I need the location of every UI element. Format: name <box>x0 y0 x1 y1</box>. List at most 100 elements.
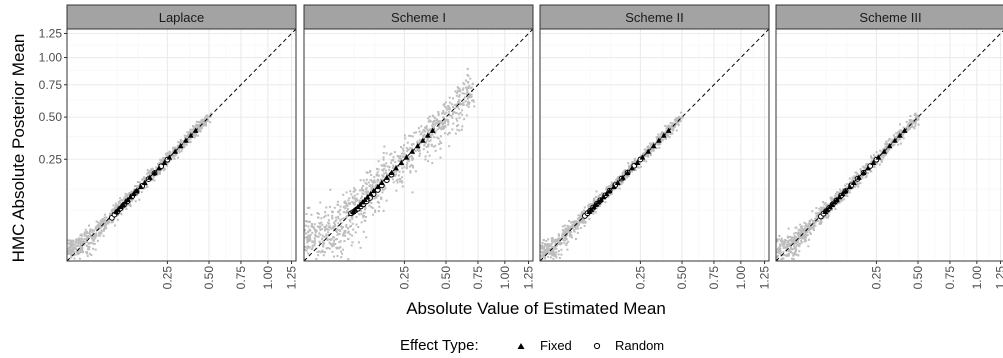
cloud-point <box>96 224 99 227</box>
fixed-effect-point <box>850 179 857 185</box>
cloud-point <box>78 247 81 250</box>
cloud-point <box>310 248 313 251</box>
cloud-point <box>567 231 570 234</box>
cloud-point <box>851 176 854 179</box>
cloud-point <box>440 142 443 145</box>
cloud-point <box>804 236 807 239</box>
cloud-point <box>541 244 544 247</box>
cloud-point <box>616 177 619 180</box>
cloud-point <box>79 248 82 251</box>
cloud-point <box>427 144 430 147</box>
cloud-point <box>428 140 431 143</box>
cloud-point <box>442 109 445 112</box>
cloud-point <box>798 250 801 253</box>
cloud-point <box>463 96 466 99</box>
cloud-point <box>79 243 82 246</box>
cloud-point <box>100 230 103 233</box>
cloud-point <box>385 162 388 165</box>
cloud-point <box>640 154 643 157</box>
cloud-point <box>93 233 96 236</box>
cloud-point <box>541 256 544 259</box>
cloud-point <box>658 146 661 149</box>
cloud-point <box>402 170 405 173</box>
cloud-point <box>380 197 383 200</box>
cloud-point <box>100 229 103 232</box>
cloud-point <box>579 227 582 230</box>
cloud-point <box>80 234 83 237</box>
cloud-point <box>436 136 439 139</box>
fixed-effect-point <box>886 143 893 149</box>
cloud-point <box>562 231 565 234</box>
cloud-point <box>430 129 433 132</box>
cloud-point <box>398 180 401 183</box>
cloud-point <box>548 245 551 248</box>
cloud-point <box>800 229 803 232</box>
cloud-point <box>317 212 320 215</box>
cloud-point <box>316 212 319 215</box>
cloud-point <box>371 180 374 183</box>
cloud-point <box>458 94 461 97</box>
cloud-point <box>572 225 575 228</box>
cloud-point <box>882 156 885 159</box>
cloud-point <box>375 196 378 199</box>
cloud-point <box>675 121 678 124</box>
cloud-point <box>395 170 398 173</box>
cloud-point <box>794 251 797 254</box>
cloud-point <box>197 134 200 137</box>
cloud-point <box>335 238 338 241</box>
cloud-point <box>308 220 311 223</box>
cloud-point <box>547 251 550 254</box>
cloud-point <box>183 143 186 146</box>
cloud-point <box>643 159 646 162</box>
cloud-point <box>400 164 403 167</box>
cloud-point <box>592 212 595 215</box>
cloud-point <box>574 224 577 227</box>
cloud-point <box>444 125 447 128</box>
cloud-point <box>332 225 335 228</box>
cloud-point <box>886 149 889 152</box>
cloud-point <box>468 96 471 99</box>
fixed-effect-point <box>130 190 137 197</box>
cloud-point <box>203 118 206 121</box>
cloud-point <box>545 247 548 250</box>
cloud-point <box>207 119 210 122</box>
cloud-point <box>608 184 611 187</box>
cloud-point <box>804 233 807 236</box>
cloud-point <box>328 241 331 244</box>
cloud-point <box>656 138 659 141</box>
cloud-point <box>334 225 337 228</box>
cloud-point <box>451 116 454 119</box>
cloud-point <box>461 92 464 95</box>
cloud-point <box>75 240 78 243</box>
cloud-point <box>615 178 618 181</box>
cloud-point <box>189 140 192 143</box>
cloud-point <box>647 153 650 156</box>
cloud-point <box>915 114 918 117</box>
cloud-point <box>676 121 679 124</box>
cloud-point <box>593 198 596 201</box>
fixed-effect-point <box>836 194 843 200</box>
fixed-effect-point <box>619 174 626 180</box>
cloud-point <box>660 131 663 134</box>
cloud-point <box>825 205 828 208</box>
cloud-point <box>818 208 821 211</box>
cloud-point <box>878 163 881 166</box>
cloud-point <box>577 217 580 220</box>
cloud-point <box>382 169 385 172</box>
cloud-point <box>98 234 101 237</box>
cloud-point <box>323 226 326 229</box>
cloud-point <box>909 118 912 121</box>
cloud-point <box>563 230 566 233</box>
cloud-point <box>405 166 408 169</box>
cloud-point <box>195 120 198 123</box>
cloud-point <box>163 157 166 160</box>
cloud-point <box>98 224 101 227</box>
cloud-point <box>813 224 816 227</box>
cloud-point <box>203 121 206 124</box>
cloud-point <box>578 215 581 218</box>
cloud-point <box>782 242 785 245</box>
cloud-point <box>789 247 792 250</box>
cloud-point <box>790 236 793 239</box>
cloud-point <box>83 232 86 235</box>
cloud-point <box>592 200 595 203</box>
